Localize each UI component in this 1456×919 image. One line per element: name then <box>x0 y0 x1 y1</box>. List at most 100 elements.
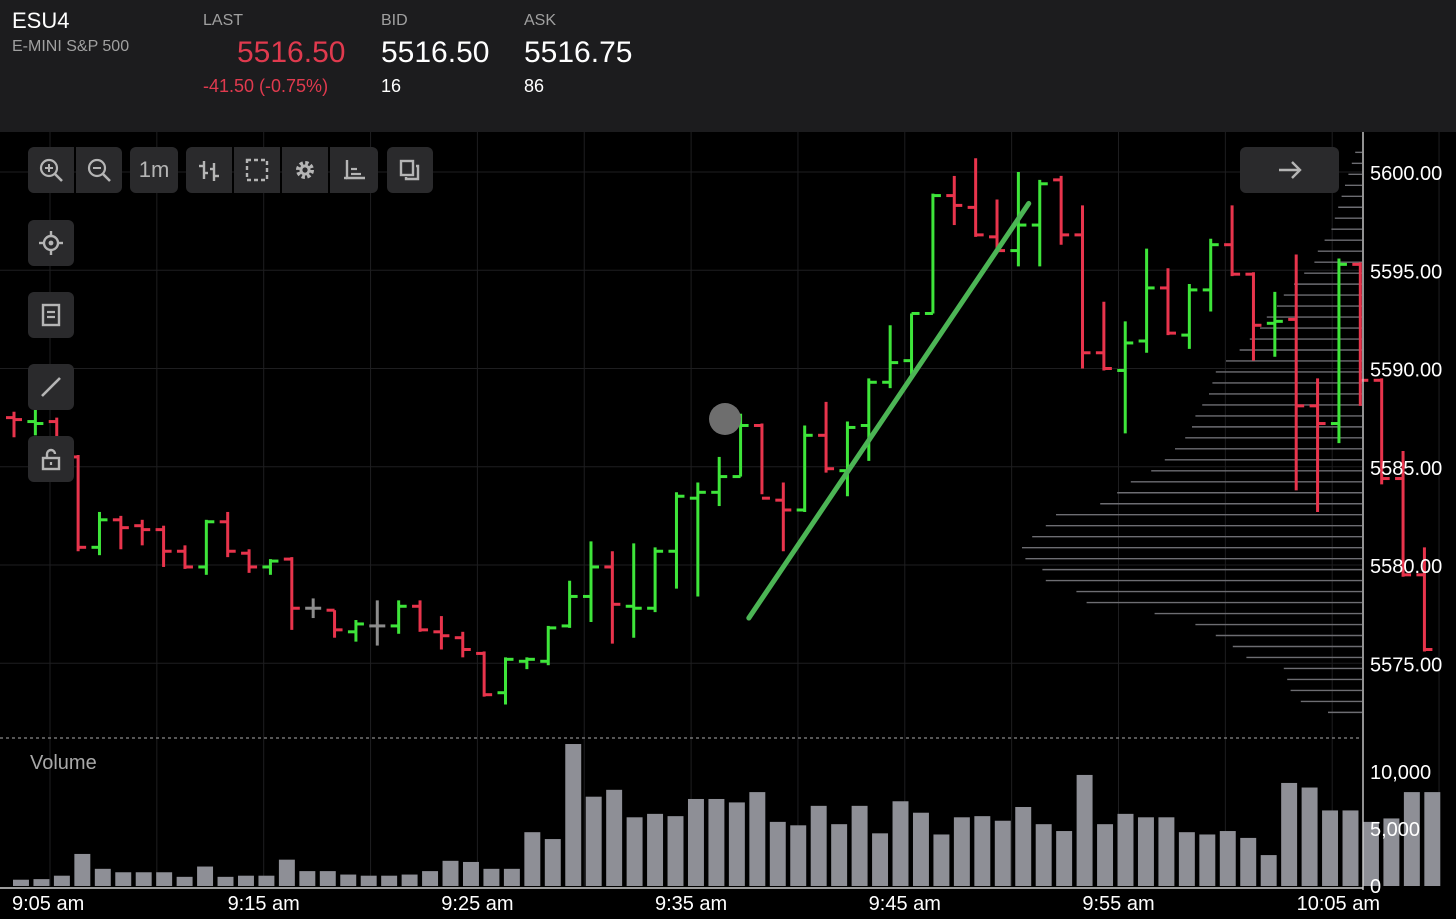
volume-bar <box>626 817 643 886</box>
volume-bar <box>687 798 704 886</box>
ohlc-bar <box>732 413 749 479</box>
ohlc-bar <box>1309 378 1326 512</box>
volume-bar <box>299 871 316 886</box>
volume-bar <box>503 868 520 886</box>
volume-bar <box>1117 813 1134 886</box>
volume-bar <box>647 813 664 886</box>
volume-bar <box>217 876 234 886</box>
ohlc-bar <box>1053 175 1070 245</box>
crosshair-icon <box>39 231 63 255</box>
ohlc-bar <box>433 616 450 650</box>
volume-bar <box>912 812 929 886</box>
ohlc-bar <box>1181 284 1198 349</box>
ohlc-bar <box>476 651 493 697</box>
symbol[interactable]: ESU4 <box>12 8 70 33</box>
ohlc-bar <box>6 411 22 438</box>
ohlc-bar <box>497 657 514 705</box>
ohlc-bar <box>262 559 279 575</box>
ohlc-bar <box>946 175 963 226</box>
volume-bar <box>1301 787 1318 886</box>
volume-bar <box>176 876 193 886</box>
last-label: LAST <box>203 12 244 29</box>
lock-button[interactable] <box>28 436 74 482</box>
bid-size: 16 <box>381 76 402 96</box>
price-tick-label: 5580.00 <box>1370 556 1442 578</box>
ohlc-bar <box>1245 272 1262 361</box>
volume-bar <box>565 744 582 886</box>
volume-tick-label: 0 <box>1370 876 1381 898</box>
volume-bar <box>524 832 541 886</box>
ohlc-bar <box>540 625 557 666</box>
draw-line-icon <box>41 377 61 397</box>
ohlc-bar <box>241 549 258 573</box>
axis-button[interactable] <box>330 147 378 193</box>
volume-bar <box>790 825 807 886</box>
price-chart[interactable]: 5600.00 5595.00 5590.00 5585.00 5580.00 5575.… <box>0 132 1456 919</box>
ohlc-bar <box>369 600 386 646</box>
volume-bars <box>13 744 1441 886</box>
ohlc-bar <box>625 543 642 638</box>
volume-bar <box>1403 792 1420 886</box>
bar-style-button[interactable] <box>186 147 232 193</box>
volume-bar <box>1260 855 1277 886</box>
volume-bar <box>728 802 745 886</box>
volume-bar <box>258 875 275 886</box>
ohlc-bar <box>1416 547 1433 652</box>
settings-button[interactable] <box>282 147 328 193</box>
volume-bar <box>197 866 214 886</box>
volume-bar <box>769 821 786 886</box>
zoom-out-button[interactable] <box>76 147 122 193</box>
price-change: -41.50 (-0.75%) <box>203 76 329 96</box>
volume-bar <box>1199 834 1216 886</box>
time-tick-label: 9:05 am <box>12 893 84 915</box>
volume-bar <box>33 879 50 886</box>
gear-icon <box>296 161 314 179</box>
ohlc-bar <box>1330 258 1347 444</box>
ohlc-bar <box>1224 205 1241 277</box>
trendline[interactable] <box>746 200 1032 621</box>
zoom-in-button[interactable] <box>28 147 74 193</box>
ohlc-bar <box>1288 254 1305 491</box>
interval-button[interactable]: 1m <box>130 147 178 193</box>
ohlc-bar <box>1266 291 1283 357</box>
bid-price: 5516.50 <box>381 36 490 69</box>
select-area-button[interactable] <box>234 147 280 193</box>
volume-bar <box>94 868 111 886</box>
ohlc-bar <box>582 541 599 622</box>
ohlc-bar <box>967 158 984 237</box>
volume-bar <box>1281 782 1298 886</box>
price-tick-label: 5590.00 <box>1370 360 1442 382</box>
volume-bar <box>401 874 418 886</box>
scroll-right-button[interactable] <box>1240 147 1339 193</box>
ohlc-bar <box>112 515 129 550</box>
symbol-name: E-MINI S&P 500 <box>12 38 130 55</box>
volume-bar <box>340 874 357 886</box>
ohlc-bar <box>1373 378 1390 485</box>
last-price: 5516.50 <box>237 36 346 69</box>
volume-bar <box>278 859 295 886</box>
layers-button[interactable] <box>387 147 433 193</box>
ohlc-bar <box>155 525 172 567</box>
scroll-right-icon <box>1278 161 1302 179</box>
volume-bar <box>544 839 561 886</box>
draw-line-button[interactable] <box>28 364 74 410</box>
quote-header: ESU4 E-MINI S&P 500 LAST 5516.50 -41.50 … <box>0 0 1456 132</box>
ohlc-bar <box>283 557 300 630</box>
volume-bar <box>1178 832 1195 886</box>
ohlc-bar <box>347 620 364 642</box>
volume-profile <box>1022 151 1362 714</box>
volume-bar <box>237 875 254 886</box>
notes-button[interactable] <box>28 292 74 338</box>
ohlc-bars <box>6 158 1433 705</box>
volume-bar <box>892 801 909 886</box>
drag-handle[interactable] <box>709 403 741 435</box>
volume-bar <box>974 816 991 886</box>
ohlc-bar <box>860 378 877 461</box>
ohlc-bar <box>390 600 407 634</box>
crosshair-button[interactable] <box>28 220 74 266</box>
ohlc-bar <box>796 425 813 512</box>
ohlc-bar <box>326 608 343 638</box>
ohlc-bar <box>775 482 792 552</box>
volume-bar <box>994 820 1011 886</box>
ohlc-bar <box>518 657 535 670</box>
